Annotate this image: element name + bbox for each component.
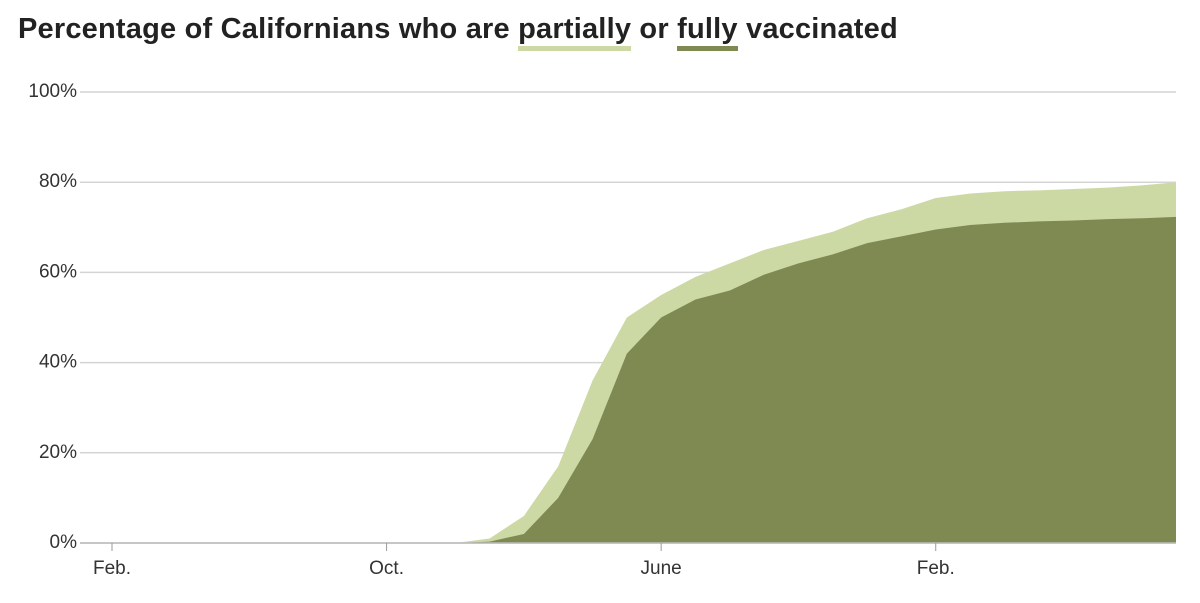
x-tick-label: June: [641, 558, 682, 579]
y-tick-label: 20%: [39, 442, 77, 463]
area: [112, 216, 1176, 543]
x-tick-label: Feb.: [917, 558, 955, 579]
title-text: vaccinated: [745, 13, 898, 45]
title-text: or: [639, 13, 669, 45]
title-text: Percentage of Californians who are: [18, 13, 510, 45]
legend-entry: partially: [518, 12, 632, 51]
y-tick-label: 40%: [39, 352, 77, 373]
x-tick-label: Feb.: [93, 558, 131, 579]
y-tick-label: 80%: [39, 171, 77, 192]
y-tick-label: 100%: [28, 81, 77, 102]
y-tick-label: 0%: [50, 532, 78, 553]
x-tick-label: Oct.: [369, 558, 404, 579]
legend-entry: fully: [677, 12, 738, 51]
chart-title: Percentage of Californians who are parti…: [18, 12, 898, 51]
y-tick-label: 60%: [39, 261, 77, 282]
